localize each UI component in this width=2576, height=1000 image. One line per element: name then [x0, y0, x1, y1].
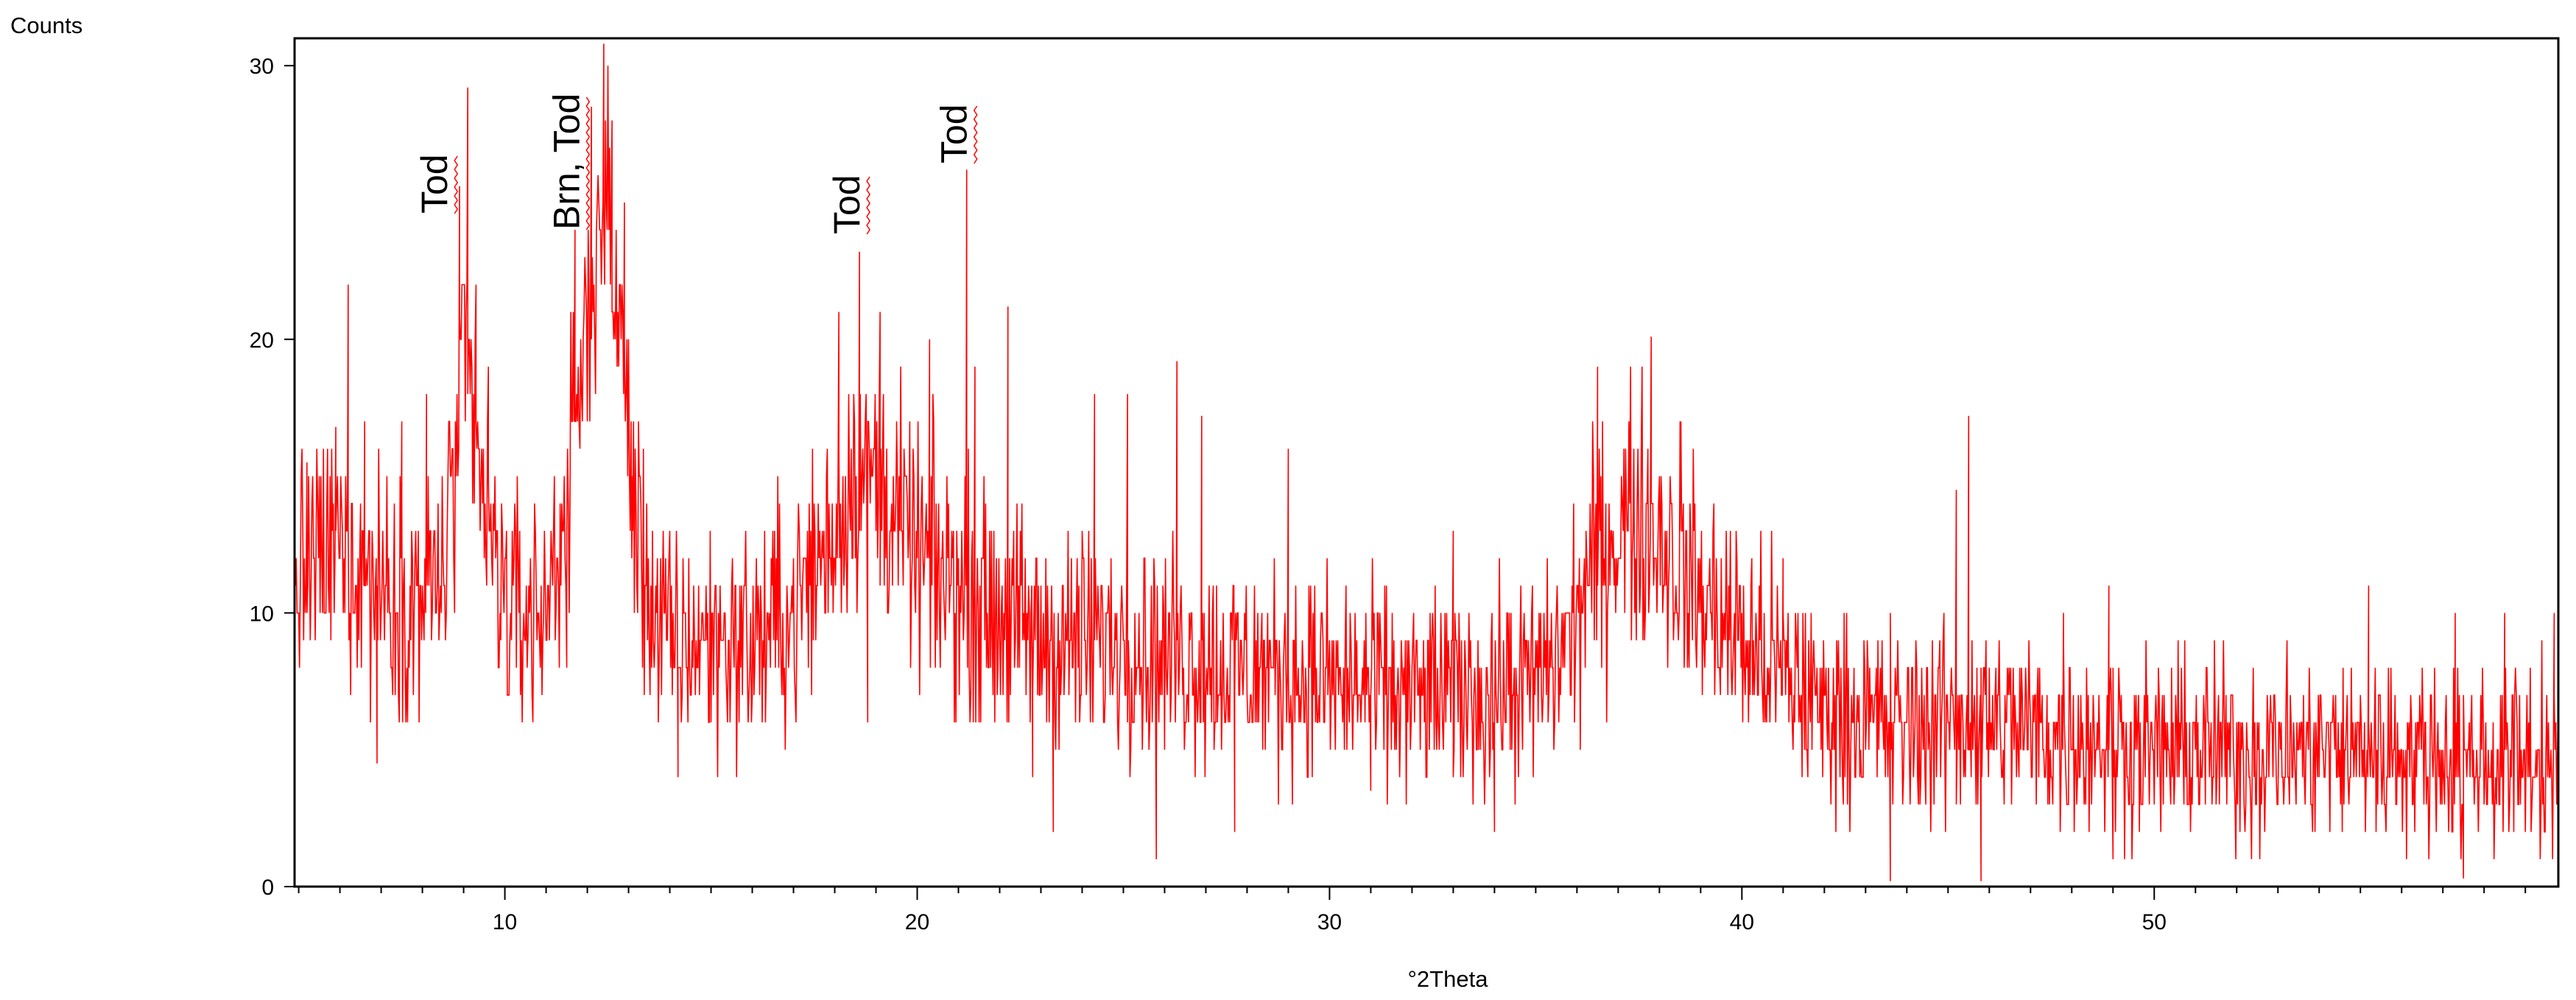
- peak-annotation: Brn, Tod: [546, 94, 587, 230]
- peak-annotation: Tod: [826, 175, 868, 234]
- plot-frame: [293, 37, 2560, 888]
- x-tick-label: 50: [2142, 910, 2167, 934]
- x-axis-title: °2Theta: [1408, 966, 1489, 992]
- y-tick-label: 10: [250, 602, 274, 626]
- y-tick-label: 0: [261, 876, 274, 900]
- y-axis-title: Counts: [10, 13, 82, 38]
- spellcheck-underline: [973, 105, 978, 164]
- plot-area: 0 10 20 30 10 20 30 40 50 Tod Brn, Tod Tod Tod: [250, 37, 2560, 934]
- peak-annotation: Tod: [934, 104, 975, 163]
- spellcheck-underline: [454, 155, 459, 214]
- x-tick-label: 20: [905, 910, 929, 934]
- x-tick-label: 10: [493, 910, 517, 934]
- diffraction-trace: [295, 43, 2558, 881]
- peak-annotation: Tod: [414, 154, 455, 214]
- x-tick-label: 30: [1317, 910, 1342, 934]
- y-tick-label: 20: [250, 328, 274, 353]
- x-tick-label: 40: [1730, 910, 1754, 934]
- spellcheck-underline: [585, 96, 591, 230]
- y-tick-label: 30: [250, 54, 274, 79]
- spellcheck-underline: [866, 176, 871, 235]
